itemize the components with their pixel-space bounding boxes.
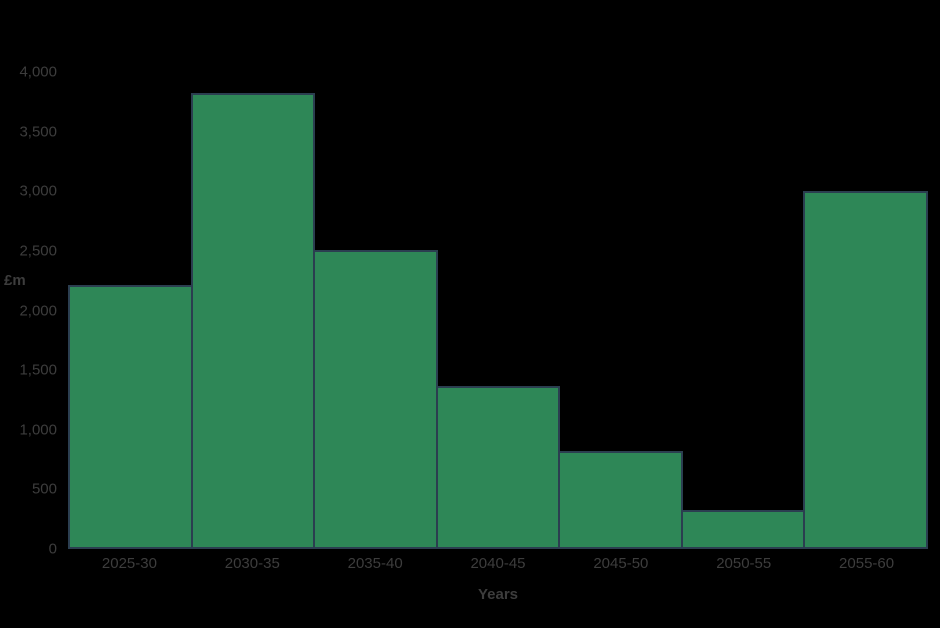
y-tick-label: 2,500: [19, 242, 57, 260]
bar: [435, 386, 561, 549]
y-tick-label: 3,000: [19, 182, 57, 200]
y-tick-label: 1,500: [19, 361, 57, 379]
x-tick-label: 2055-60: [839, 555, 895, 572]
y-axis-tick-labels: 0 500 1,000 1,500 2,000 2,500 3,000 3,500 4,000: [0, 64, 57, 558]
bars-container: [68, 72, 929, 549]
x-tick-label: 2030-35: [224, 555, 280, 572]
y-tick-label: 3,500: [19, 123, 57, 141]
x-axis-title: Years: [477, 586, 519, 603]
x-axis-tick-labels: 2025-30 2030-35 2035-40 2040-45 2045-50 2050-…: [68, 555, 928, 572]
y-tick-label: 1,000: [19, 421, 57, 439]
y-tick-label: 2,000: [19, 302, 57, 319]
x-tick-label: 2050-55: [716, 555, 772, 572]
x-tick-label: 2035-40: [347, 555, 403, 572]
bar: [68, 285, 193, 549]
x-tick-label: 2040-45: [470, 555, 526, 572]
bar: [803, 191, 929, 549]
bar: [680, 510, 806, 549]
y-axis-title: £m: [4, 272, 26, 289]
y-tick-label: 0: [48, 540, 57, 558]
y-tick-label: 4,000: [19, 63, 57, 81]
x-tick-label: 2045-50: [593, 555, 649, 572]
bar: [558, 451, 683, 549]
bar: [313, 250, 438, 549]
x-tick-label: 2025-30: [101, 555, 157, 572]
y-tick-label: 500: [31, 480, 57, 498]
bar: [190, 93, 316, 549]
plot-area: [68, 72, 929, 549]
